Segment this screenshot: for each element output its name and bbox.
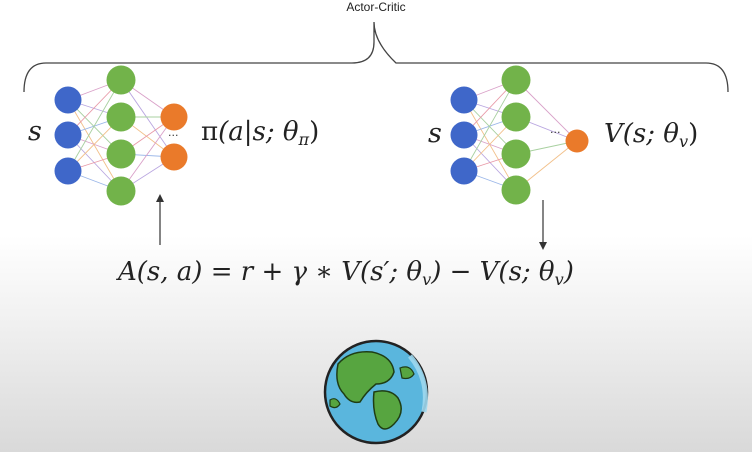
actor-connection xyxy=(67,79,122,172)
advantage-equation: A(s, a) = r + γ ∗ V(s′; θv) − V(s; θv) xyxy=(118,257,574,289)
actor-input-node xyxy=(54,86,82,114)
critic-input-node xyxy=(450,157,478,185)
actor-output-node xyxy=(160,143,188,171)
actor-hidden-node xyxy=(106,176,136,206)
globe-icon xyxy=(323,339,429,445)
actor-input-label: s xyxy=(28,116,42,147)
critic-connection xyxy=(463,99,517,191)
actor-hidden-node xyxy=(106,139,136,169)
critic-input-node xyxy=(450,121,478,149)
critic-output-ellipsis: ... xyxy=(550,123,561,136)
actor-output-ellipsis: ... xyxy=(168,126,179,139)
actor-hidden-node xyxy=(106,102,136,132)
actor-critic-brace xyxy=(23,21,729,93)
actor-hidden-node xyxy=(106,65,136,95)
critic-input-node xyxy=(450,86,478,114)
critic-connection xyxy=(463,79,517,172)
critic-value-label: V(s; θv) xyxy=(604,119,699,151)
critic-hidden-node xyxy=(501,175,531,205)
critic-network xyxy=(450,65,589,205)
actor-input-node xyxy=(54,121,82,149)
diagram-title: Actor-Critic xyxy=(346,0,406,14)
critic-arrow-head xyxy=(539,242,547,250)
actor-network xyxy=(54,65,188,206)
actor-connections xyxy=(67,79,175,192)
critic-hidden-node xyxy=(501,102,531,132)
critic-input-label: s xyxy=(428,118,442,149)
actor-connection xyxy=(120,116,175,192)
actor-connection xyxy=(67,99,122,192)
actor-policy-label: π(a|s; θπ) xyxy=(201,117,320,149)
actor-input-node xyxy=(54,157,82,185)
critic-output-node xyxy=(565,129,589,153)
actor-connection xyxy=(120,79,175,158)
actor-output-node xyxy=(160,103,188,131)
critic-hidden-node xyxy=(501,139,531,169)
critic-hidden-node xyxy=(501,65,531,95)
actor-arrow-head xyxy=(156,194,164,202)
